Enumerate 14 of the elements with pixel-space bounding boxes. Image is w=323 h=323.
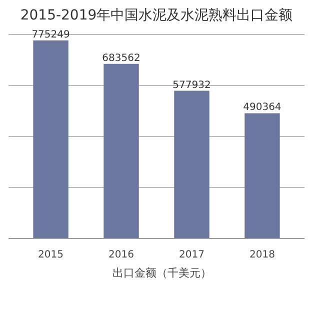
chart-title: 2015-2019年中国水泥及水泥熟料出口金额 [20,8,293,24]
x-tick-label: 2015 [38,250,64,260]
bar [174,90,210,238]
x-tick-label: 2018 [249,250,275,260]
data-label: 490364 [243,102,282,114]
x-tick-label: 2016 [108,250,134,260]
data-label: 683562 [102,52,140,64]
data-label: 775249 [32,29,70,40]
data-label: 577932 [172,80,211,91]
text: 出口金额（千美元） [112,266,212,280]
bar [104,64,139,238]
x-tick-label: 2017 [179,250,204,260]
bar [33,40,68,238]
bar [244,113,280,238]
